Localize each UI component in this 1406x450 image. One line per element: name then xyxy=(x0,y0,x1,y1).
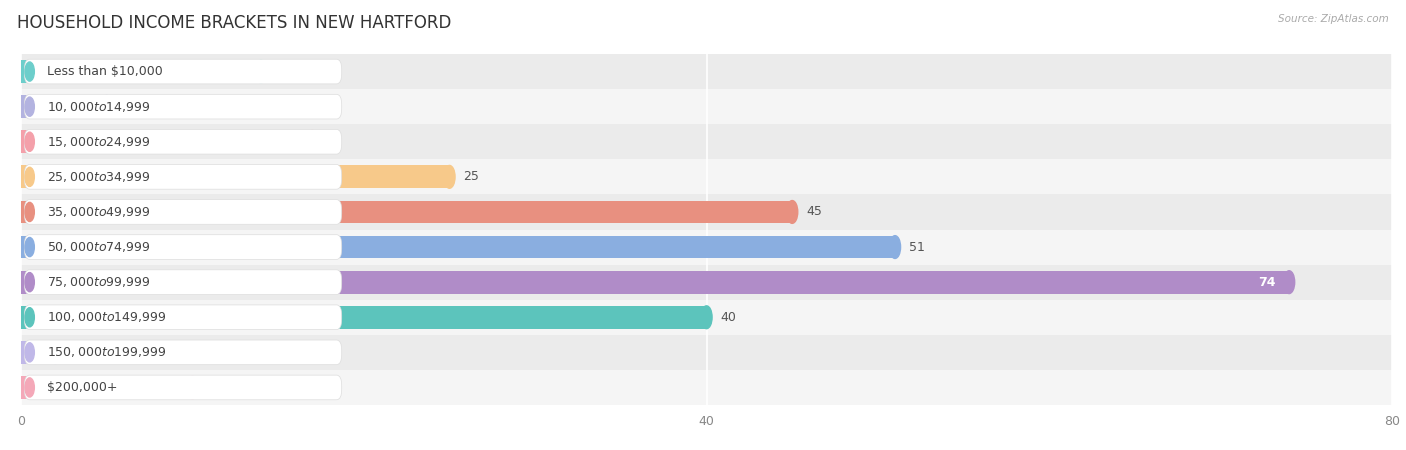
FancyBboxPatch shape xyxy=(24,200,342,224)
Circle shape xyxy=(25,62,34,81)
Circle shape xyxy=(25,97,34,116)
Circle shape xyxy=(25,238,34,256)
Text: Source: ZipAtlas.com: Source: ZipAtlas.com xyxy=(1278,14,1389,23)
Circle shape xyxy=(25,273,34,292)
Circle shape xyxy=(444,166,456,188)
Bar xyxy=(21,335,1392,370)
Bar xyxy=(21,370,1392,405)
Bar xyxy=(21,271,1289,293)
Bar xyxy=(21,300,1392,335)
Bar xyxy=(21,376,193,399)
FancyBboxPatch shape xyxy=(24,94,342,119)
FancyBboxPatch shape xyxy=(24,305,342,329)
Bar xyxy=(21,54,1392,89)
Circle shape xyxy=(101,95,112,118)
Text: 51: 51 xyxy=(908,241,925,253)
Text: $25,000 to $34,999: $25,000 to $34,999 xyxy=(46,170,150,184)
Text: $10,000 to $14,999: $10,000 to $14,999 xyxy=(46,99,150,114)
Bar xyxy=(21,265,1392,300)
Circle shape xyxy=(1284,271,1295,293)
Text: $35,000 to $49,999: $35,000 to $49,999 xyxy=(46,205,150,219)
Bar xyxy=(21,95,107,118)
Text: $150,000 to $199,999: $150,000 to $199,999 xyxy=(46,345,166,360)
Circle shape xyxy=(25,378,34,397)
Bar xyxy=(21,124,1392,159)
Bar xyxy=(21,130,312,153)
Text: 2: 2 xyxy=(69,346,77,359)
Circle shape xyxy=(25,202,34,221)
FancyBboxPatch shape xyxy=(24,165,342,189)
Bar xyxy=(21,89,1392,124)
Bar xyxy=(21,194,1392,230)
Text: 17: 17 xyxy=(326,135,342,148)
Bar xyxy=(21,341,55,364)
Text: 25: 25 xyxy=(463,171,479,183)
Circle shape xyxy=(890,236,901,258)
Text: $100,000 to $149,999: $100,000 to $149,999 xyxy=(46,310,166,324)
Text: $200,000+: $200,000+ xyxy=(46,381,117,394)
Bar xyxy=(21,201,792,223)
FancyBboxPatch shape xyxy=(24,375,342,400)
Circle shape xyxy=(256,60,267,83)
Text: 40: 40 xyxy=(720,311,737,324)
Bar xyxy=(21,236,896,258)
FancyBboxPatch shape xyxy=(24,235,342,259)
Bar xyxy=(21,306,707,328)
FancyBboxPatch shape xyxy=(24,130,342,154)
Text: $75,000 to $99,999: $75,000 to $99,999 xyxy=(46,275,150,289)
Text: 74: 74 xyxy=(1258,276,1275,288)
FancyBboxPatch shape xyxy=(24,340,342,364)
Text: $15,000 to $24,999: $15,000 to $24,999 xyxy=(46,135,150,149)
Circle shape xyxy=(307,130,318,153)
Circle shape xyxy=(25,132,34,151)
Bar xyxy=(21,159,1392,194)
Bar xyxy=(21,230,1392,265)
Bar xyxy=(21,60,262,83)
Text: 14: 14 xyxy=(274,65,291,78)
Bar xyxy=(21,166,450,188)
Circle shape xyxy=(702,306,711,328)
Text: 5: 5 xyxy=(121,100,128,113)
Circle shape xyxy=(786,201,797,223)
Circle shape xyxy=(25,308,34,327)
Circle shape xyxy=(49,341,60,364)
Circle shape xyxy=(25,343,34,362)
Text: HOUSEHOLD INCOME BRACKETS IN NEW HARTFORD: HOUSEHOLD INCOME BRACKETS IN NEW HARTFOR… xyxy=(17,14,451,32)
Text: 45: 45 xyxy=(806,206,821,218)
FancyBboxPatch shape xyxy=(24,59,342,84)
Circle shape xyxy=(187,376,198,399)
Text: Less than $10,000: Less than $10,000 xyxy=(46,65,163,78)
FancyBboxPatch shape xyxy=(24,270,342,294)
Text: 0: 0 xyxy=(207,381,214,394)
Text: $50,000 to $74,999: $50,000 to $74,999 xyxy=(46,240,150,254)
Circle shape xyxy=(25,167,34,186)
